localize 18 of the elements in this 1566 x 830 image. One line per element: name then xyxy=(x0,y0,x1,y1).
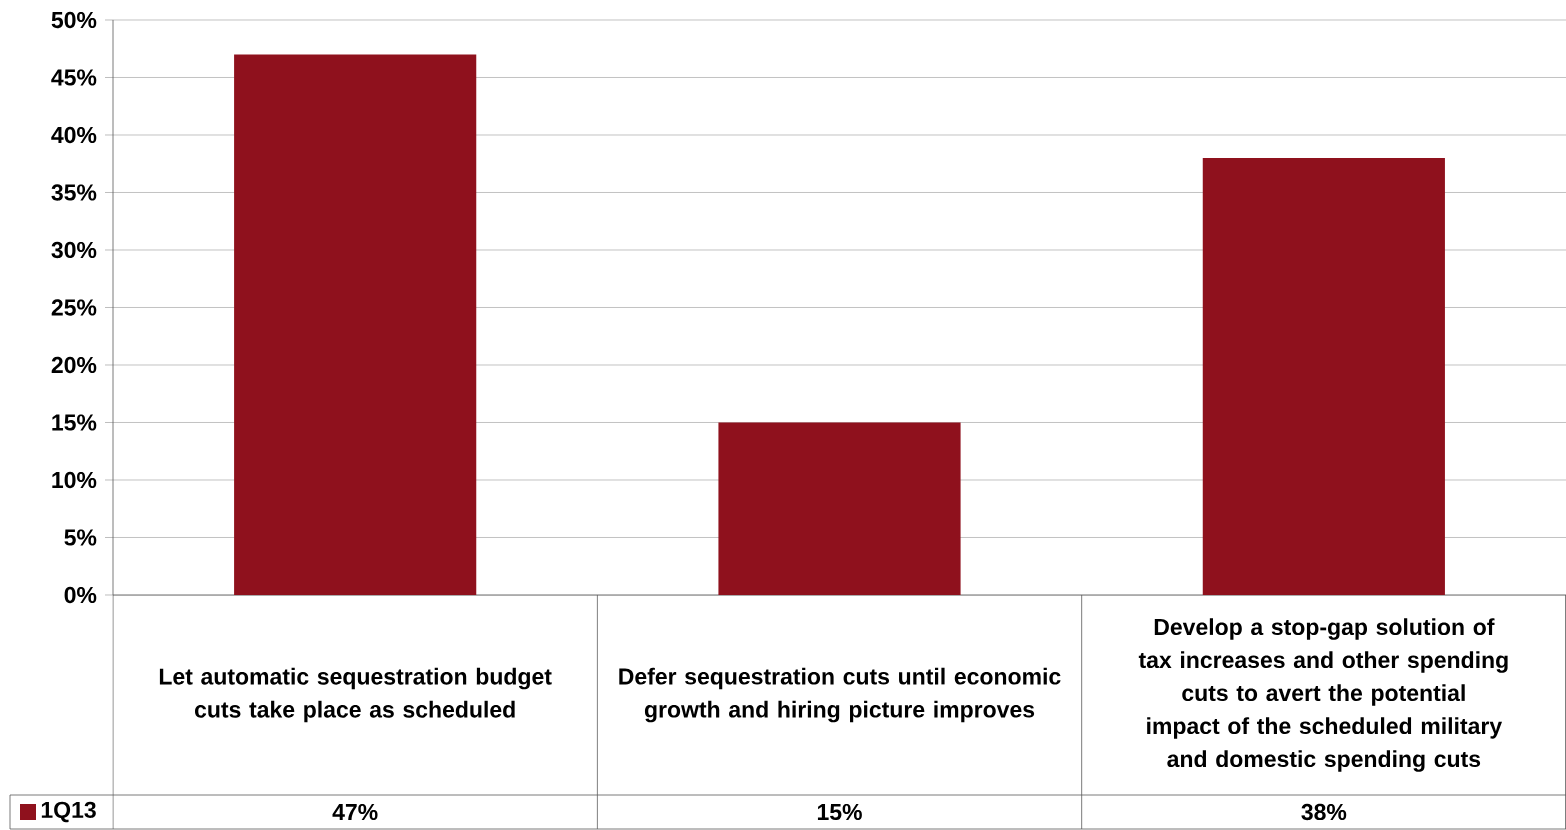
y-tick-label: 30% xyxy=(51,241,97,259)
x-tick-label: Let automatic sequestration budget cuts take place as scheduled xyxy=(159,667,552,723)
y-tick-label: 5% xyxy=(64,529,97,546)
x-tick-label: Develop a stop-gap solution of tax increases and other spending cuts to avert the potential impact of the scheduled military and domestic spending cuts xyxy=(1138,618,1508,772)
data-label: 38% xyxy=(1301,803,1347,821)
y-tick-label: 35% xyxy=(51,184,97,201)
y-tick-label: 25% xyxy=(51,299,97,316)
y-tick-label: 15% xyxy=(52,414,97,431)
data-label: 47% xyxy=(332,803,378,821)
y-tick-label: 20% xyxy=(51,356,97,374)
y-tick-label: 0% xyxy=(64,586,97,604)
legend-label: 1Q13 xyxy=(41,801,96,823)
y-tick-label: 40% xyxy=(51,126,97,144)
data-label: 15% xyxy=(817,803,862,821)
x-tick-label: Defer sequestration cuts until economic growth and hiring picture improves xyxy=(619,667,1061,723)
y-tick-label: 10% xyxy=(52,471,97,489)
y-tick-label: 45% xyxy=(51,69,97,86)
y-tick-label: 50% xyxy=(51,11,97,29)
